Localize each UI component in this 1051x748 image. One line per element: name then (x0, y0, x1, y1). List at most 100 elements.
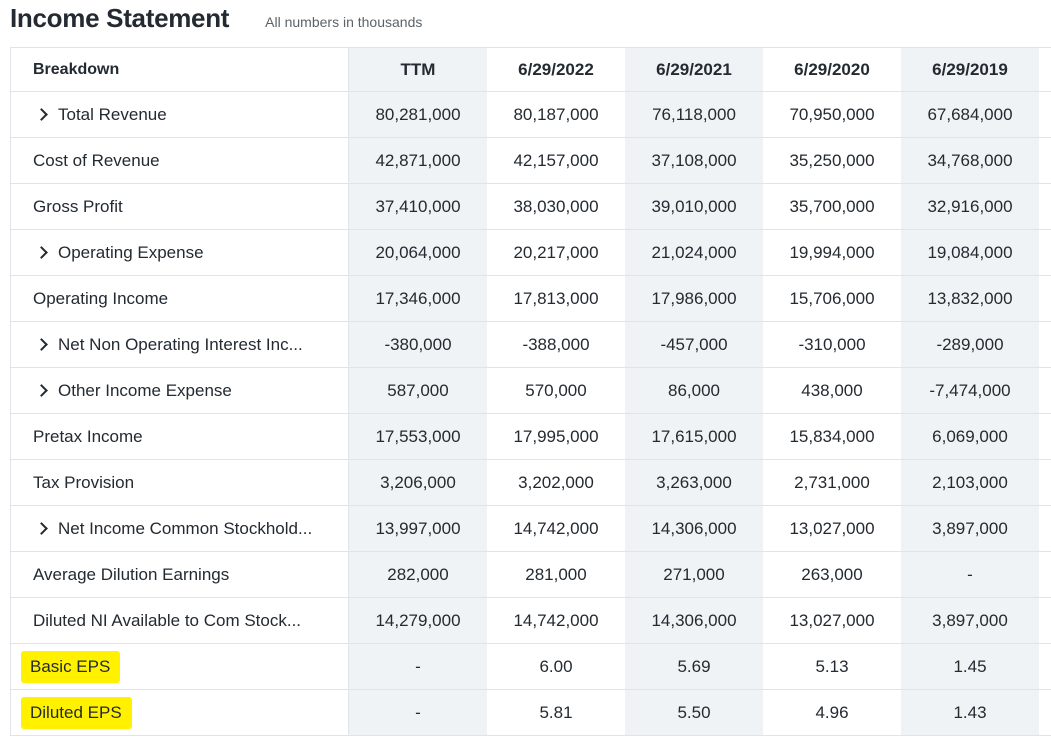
chevron-right-icon[interactable] (35, 246, 48, 259)
value-cell-2021: 3,263,000 (625, 460, 763, 505)
table-row: Operating Income 17,346,000 17,813,000 17,9… (10, 276, 1051, 322)
value-cell-ttm: -380,000 (349, 322, 487, 367)
row-label-text: Gross Profit (33, 196, 123, 216)
table-row: Net Non Operating Interest Inc... -380,00… (10, 322, 1051, 368)
table-row: Gross Profit 37,410,000 38,030,000 39,010,0… (10, 184, 1051, 230)
value-cell-2019: 19,084,000 (901, 230, 1039, 275)
row-label[interactable]: Net Non Operating Interest Inc... (10, 322, 349, 367)
column-header-breakdown: Breakdown (10, 48, 349, 91)
value-cell-2021: 5.50 (625, 690, 763, 735)
value-cell-2019: -7,474,000 (901, 368, 1039, 413)
value-cell-2020: 15,706,000 (763, 276, 901, 321)
value-cell-2020: 2,731,000 (763, 460, 901, 505)
table-row: Tax Provision 3,206,000 3,202,000 3,263,000… (10, 460, 1051, 506)
value-cell-2019: 32,916,000 (901, 184, 1039, 229)
value-cell-2022: 42,157,000 (487, 138, 625, 183)
table-row: Total Revenue 80,281,000 80,187,000 76,118,… (10, 92, 1051, 138)
row-label: Average Dilution Earnings (10, 552, 349, 597)
highlighted-row-label-text: Basic EPS (21, 650, 121, 683)
value-cell-2022: 17,813,000 (487, 276, 625, 321)
row-label-text[interactable]: Net Income Common Stockhold... (58, 518, 313, 538)
row-label: Diluted EPS (10, 690, 349, 735)
column-header-2021: 6/29/2021 (625, 48, 763, 91)
row-label: Tax Provision (10, 460, 349, 505)
row-label: Cost of Revenue (10, 138, 349, 183)
chevron-right-icon[interactable] (35, 522, 48, 535)
value-cell-2019: -289,000 (901, 322, 1039, 367)
value-cell-2019: 34,768,000 (901, 138, 1039, 183)
value-cell-2019: 1.45 (901, 644, 1039, 689)
value-cell-2022: 570,000 (487, 368, 625, 413)
chevron-right-icon[interactable] (35, 108, 48, 121)
row-label[interactable]: Operating Expense (10, 230, 349, 275)
table-header-row: Breakdown TTM 6/29/2022 6/29/2021 6/29/2… (10, 48, 1051, 92)
value-cell-2022: 38,030,000 (487, 184, 625, 229)
table-row: Net Income Common Stockhold... 13,997,000… (10, 506, 1051, 552)
value-cell-2020: 19,994,000 (763, 230, 901, 275)
value-cell-2021: 5.69 (625, 644, 763, 689)
value-cell-2021: 76,118,000 (625, 92, 763, 137)
value-cell-2022: 5.81 (487, 690, 625, 735)
value-cell-ttm: 37,410,000 (349, 184, 487, 229)
value-cell-ttm: 17,346,000 (349, 276, 487, 321)
row-label-text: Diluted NI Available to Com Stock... (33, 610, 302, 630)
value-cell-2020: 15,834,000 (763, 414, 901, 459)
row-label[interactable]: Total Revenue (10, 92, 349, 137)
row-label-text: Operating Income (33, 288, 169, 308)
table-row: Average Dilution Earnings 282,000 281,000 2… (10, 552, 1051, 598)
value-cell-2022: 14,742,000 (487, 598, 625, 643)
table-row: Other Income Expense 587,000 570,000 86,000… (10, 368, 1051, 414)
value-cell-ttm: 80,281,000 (349, 92, 487, 137)
table-row: Cost of Revenue 42,871,000 42,157,000 37,10… (10, 138, 1051, 184)
row-label-text[interactable]: Other Income Expense (58, 380, 232, 400)
value-cell-2021: 39,010,000 (625, 184, 763, 229)
row-label-text[interactable]: Operating Expense (58, 242, 204, 262)
value-cell-2022: 17,995,000 (487, 414, 625, 459)
value-cell-2020: 35,700,000 (763, 184, 901, 229)
value-cell-2021: 37,108,000 (625, 138, 763, 183)
value-cell-2020: 35,250,000 (763, 138, 901, 183)
value-cell-2020: 70,950,000 (763, 92, 901, 137)
row-label: Gross Profit (10, 184, 349, 229)
table-row: Diluted EPS -5.81 5.50 4.96 1.43 (10, 690, 1051, 736)
row-label-text: Cost of Revenue (33, 150, 160, 170)
row-label: Operating Income (10, 276, 349, 321)
row-label-text[interactable]: Net Non Operating Interest Inc... (58, 334, 303, 354)
value-cell-ttm: 17,553,000 (349, 414, 487, 459)
value-cell-ttm: - (349, 644, 487, 689)
value-cell-ttm: - (349, 690, 487, 735)
value-cell-2021: 86,000 (625, 368, 763, 413)
value-cell-2022: 80,187,000 (487, 92, 625, 137)
value-cell-2021: -457,000 (625, 322, 763, 367)
value-cell-2019: 3,897,000 (901, 598, 1039, 643)
chevron-right-icon[interactable] (35, 338, 48, 351)
chevron-right-icon[interactable] (35, 384, 48, 397)
column-header-ttm: TTM (349, 48, 487, 91)
value-cell-2020: 438,000 (763, 368, 901, 413)
row-label-text: Tax Provision (33, 472, 135, 492)
value-cell-ttm: 14,279,000 (349, 598, 487, 643)
column-header-2019: 6/29/2019 (901, 48, 1039, 91)
value-cell-2020: 4.96 (763, 690, 901, 735)
table-row: Basic EPS -6.00 5.69 5.13 1.45 (10, 644, 1051, 690)
value-cell-ttm: 42,871,000 (349, 138, 487, 183)
row-label[interactable]: Other Income Expense (10, 368, 349, 413)
value-cell-2019: 2,103,000 (901, 460, 1039, 505)
value-cell-2022: -388,000 (487, 322, 625, 367)
column-header-2020: 6/29/2020 (763, 48, 901, 91)
value-cell-ttm: 587,000 (349, 368, 487, 413)
value-cell-2019: 1.43 (901, 690, 1039, 735)
row-label-text: Average Dilution Earnings (33, 564, 230, 584)
row-label-text: Pretax Income (33, 426, 143, 446)
value-cell-2022: 14,742,000 (487, 506, 625, 551)
row-label[interactable]: Net Income Common Stockhold... (10, 506, 349, 551)
value-cell-2022: 3,202,000 (487, 460, 625, 505)
page-header: Income Statement All numbers in thousand… (10, 0, 422, 40)
table-row: Diluted NI Available to Com Stock... 14,2… (10, 598, 1051, 644)
highlighted-row-label-text: Diluted EPS (21, 696, 132, 729)
value-cell-ttm: 282,000 (349, 552, 487, 597)
value-cell-ttm: 13,997,000 (349, 506, 487, 551)
value-cell-2021: 271,000 (625, 552, 763, 597)
value-cell-2019: 67,684,000 (901, 92, 1039, 137)
row-label-text[interactable]: Total Revenue (58, 104, 167, 124)
